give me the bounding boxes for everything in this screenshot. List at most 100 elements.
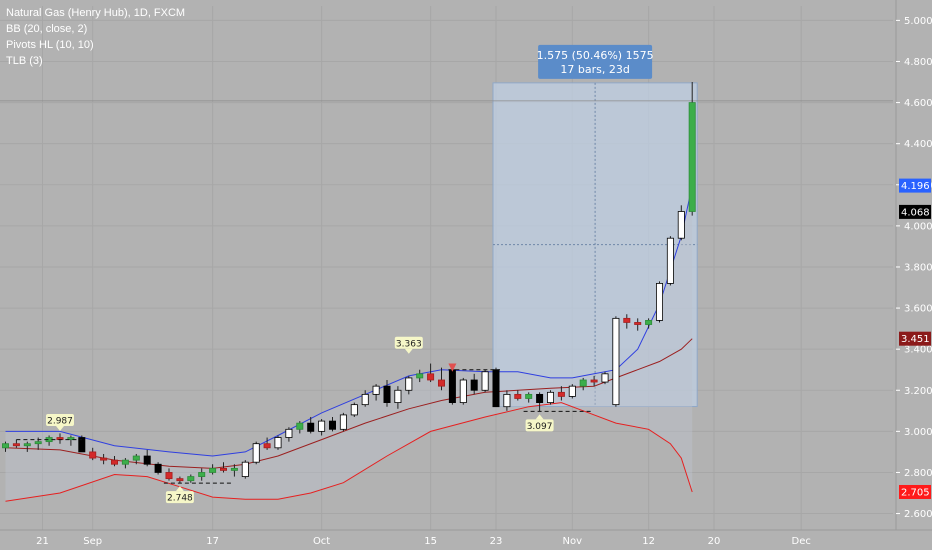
candle-body: [100, 457, 108, 461]
price-badge-label: 4.068: [901, 207, 930, 218]
candle[interactable]: [579, 377, 587, 391]
x-tick-label: Sep: [83, 536, 102, 547]
candle[interactable]: [198, 468, 206, 481]
candle[interactable]: [67, 435, 75, 446]
measure-label-line1: 1.575 (50.46%) 1575: [537, 49, 654, 62]
candle[interactable]: [623, 314, 631, 329]
candle[interactable]: [209, 464, 217, 475]
candle[interactable]: [383, 379, 391, 407]
candle[interactable]: [241, 460, 249, 479]
candle[interactable]: [568, 384, 576, 399]
candle[interactable]: [394, 386, 402, 409]
candle-body: [143, 455, 151, 465]
candle[interactable]: [645, 318, 653, 329]
candle[interactable]: [187, 474, 195, 483]
candle[interactable]: [263, 437, 271, 450]
candle-body: [111, 459, 119, 465]
candle[interactable]: [557, 386, 565, 401]
x-tick-label: 20: [708, 536, 721, 547]
candle[interactable]: [514, 390, 522, 401]
pivot-label[interactable]: 2.748: [165, 486, 194, 504]
candle[interactable]: [459, 377, 467, 405]
candle-body: [361, 393, 369, 406]
candle[interactable]: [296, 421, 304, 434]
candle[interactable]: [328, 416, 336, 432]
candle-body: [372, 385, 380, 395]
price-axis-panel[interactable]: [896, 0, 932, 550]
candle[interactable]: [492, 367, 500, 408]
legend-pivots[interactable]: Pivots HL (10, 10): [6, 39, 94, 51]
candle[interactable]: [688, 82, 696, 216]
pivot-box: [165, 491, 194, 504]
candle[interactable]: [307, 416, 315, 434]
candle[interactable]: [23, 441, 31, 452]
candle[interactable]: [536, 392, 544, 412]
price-badge-bg: [899, 331, 931, 346]
candle[interactable]: [350, 402, 358, 417]
pivot-label[interactable]: 2.987: [46, 414, 74, 432]
y-tick-label: 4.600: [904, 98, 932, 109]
candle-body: [328, 420, 336, 430]
x-tick-label: 12: [642, 536, 655, 547]
candle[interactable]: [12, 439, 20, 448]
bb-basis-line[interactable]: [5, 338, 693, 469]
candle[interactable]: [481, 369, 489, 393]
price-badge-bg: [899, 178, 931, 193]
candle[interactable]: [111, 456, 119, 467]
candle[interactable]: [165, 468, 173, 481]
candle[interactable]: [503, 390, 511, 411]
candle[interactable]: [252, 441, 260, 465]
candle[interactable]: [677, 205, 685, 241]
candle[interactable]: [372, 384, 380, 401]
candle[interactable]: [154, 462, 162, 475]
candle[interactable]: [89, 447, 97, 461]
candle[interactable]: [132, 453, 140, 465]
candle[interactable]: [612, 316, 620, 407]
candle[interactable]: [666, 236, 674, 286]
candle[interactable]: [2, 441, 9, 452]
candle[interactable]: [143, 449, 151, 467]
candle[interactable]: [437, 367, 445, 391]
candle[interactable]: [230, 464, 238, 477]
candle[interactable]: [219, 462, 227, 473]
candle[interactable]: [470, 373, 478, 395]
candle[interactable]: [634, 318, 642, 331]
y-tick-label: 2.800: [904, 468, 932, 479]
candle[interactable]: [121, 458, 129, 469]
candle[interactable]: [274, 435, 282, 450]
candle-body: [492, 369, 500, 408]
candle[interactable]: [100, 453, 108, 465]
legend-bb[interactable]: BB (20, close, 2): [6, 23, 88, 35]
legend-tlb[interactable]: TLB (3): [6, 55, 43, 67]
candle[interactable]: [525, 392, 533, 403]
price-badge-label: 4.196: [901, 181, 930, 192]
y-tick-label: 5.000: [904, 16, 932, 27]
candle[interactable]: [547, 390, 555, 405]
candle[interactable]: [427, 363, 435, 383]
bb-lower-line[interactable]: [5, 402, 693, 502]
candle[interactable]: [405, 375, 413, 395]
candle[interactable]: [318, 419, 326, 436]
candle[interactable]: [78, 435, 86, 453]
pivot-label[interactable]: 3.097: [525, 414, 554, 432]
candle[interactable]: [285, 427, 293, 442]
candle-body: [579, 379, 587, 387]
x-tick-label: Nov: [563, 536, 583, 547]
candle[interactable]: [656, 281, 664, 323]
candle-body: [612, 317, 620, 406]
candle-body: [427, 373, 435, 381]
pivot-label[interactable]: 3.363: [394, 336, 423, 354]
candle[interactable]: [416, 369, 424, 383]
candle-body: [2, 443, 9, 449]
candle[interactable]: [339, 412, 347, 432]
pivot-pointer: [175, 486, 184, 492]
candle[interactable]: [601, 371, 609, 385]
legend-symbol[interactable]: Natural Gas (Henry Hub), 1D, FXCM: [6, 7, 186, 19]
candle[interactable]: [176, 476, 184, 484]
candle-body: [154, 463, 162, 473]
candles: [2, 82, 696, 484]
candle[interactable]: [361, 390, 369, 407]
candle[interactable]: [590, 375, 598, 387]
